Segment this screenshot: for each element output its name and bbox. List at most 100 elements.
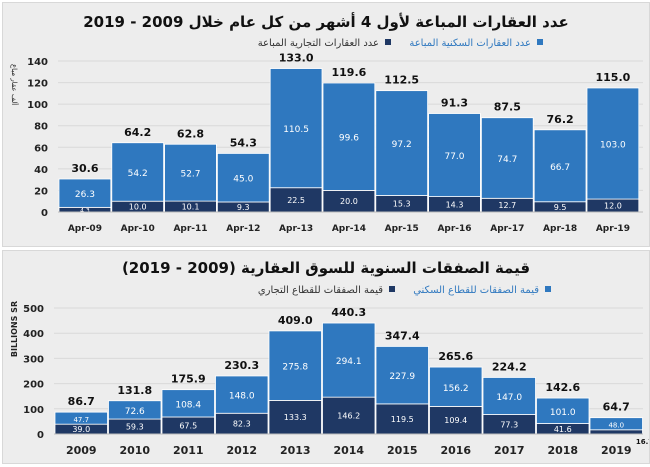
y-tick-label: 300 (23, 354, 44, 365)
data-label-total: 87.5 (494, 101, 521, 114)
y-tick-label: 100 (23, 405, 44, 416)
bar-residential (322, 82, 376, 191)
data-label-commercial: 133.3 (284, 413, 307, 422)
y-tick-label: 60 (34, 143, 48, 154)
data-label-total: 86.7 (68, 395, 95, 408)
data-label-total: 30.6 (71, 162, 98, 175)
bar-residential (429, 366, 483, 407)
x-tick-label: 2018 (547, 444, 578, 457)
data-label-commercial: 9.5 (554, 203, 567, 212)
legend-label: عدد العقارات السكنية المباعة (409, 38, 531, 49)
data-label-commercial: 119.5 (391, 415, 414, 424)
x-tick-label: Apr-10 (121, 224, 155, 234)
x-tick-label: Apr-14 (332, 224, 366, 234)
chart-units-sold: عدد العقارات المباعة لأول 4 أشهر من كل ع… (10, 12, 643, 234)
x-tick-label: 2010 (119, 444, 150, 457)
x-tick-label: 2011 (173, 444, 204, 457)
bar-residential (216, 153, 270, 203)
bar-commercial (269, 187, 323, 213)
data-label-total: 224.2 (492, 360, 527, 373)
y-tick-label: 20 (34, 186, 48, 197)
y-tick-label: 200 (23, 380, 44, 391)
bar-residential (111, 142, 165, 202)
data-label-commercial: 41.6 (554, 425, 572, 434)
bar-residential (108, 400, 162, 420)
x-tick-label: 2014 (333, 444, 364, 457)
bar-commercial (589, 429, 643, 435)
data-label-total: 131.8 (117, 384, 152, 397)
x-tick-label: 2015 (387, 444, 418, 457)
bar-residential (480, 117, 534, 199)
data-label-residential: 97.2 (392, 140, 412, 150)
x-tick-label: Apr-16 (437, 224, 471, 234)
x-tick-label: 2012 (226, 444, 257, 457)
bar-commercial (375, 403, 429, 435)
x-tick-label: 2017 (494, 444, 525, 457)
data-label-residential: 147.0 (496, 393, 522, 403)
y-tick-label: 0 (41, 208, 48, 219)
data-label-total: 175.9 (171, 373, 206, 386)
data-label-total: 230.3 (224, 359, 259, 372)
y-tick-label: 120 (27, 79, 48, 90)
data-label-total: 115.0 (596, 71, 631, 84)
y-tick-label: 80 (34, 122, 48, 133)
chart-panel-value: قيمة الصفقات السنوية للسوق العقارية (200… (2, 250, 650, 464)
data-label-total: 119.6 (332, 66, 367, 79)
legend-swatch (389, 286, 395, 292)
x-tick-label: Apr-15 (385, 224, 419, 234)
data-label-residential: 74.7 (497, 155, 517, 165)
data-label-commercial: 12.0 (604, 202, 622, 211)
data-label-total: 76.2 (547, 113, 574, 126)
data-label-residential: 66.7 (550, 163, 570, 173)
data-label-commercial: 16.7 (636, 438, 649, 446)
x-tick-label: 2016 (440, 444, 471, 457)
data-label-commercial: 67.5 (179, 421, 197, 430)
data-label-residential: 99.6 (339, 134, 359, 144)
bar-residential (482, 377, 536, 415)
y-tick-label: 0 (37, 430, 44, 441)
data-label-total: 347.4 (385, 329, 420, 342)
data-label-residential: 101.0 (550, 408, 576, 418)
legend-swatch (385, 39, 391, 45)
bar-residential (58, 178, 112, 208)
data-label-total: 440.3 (331, 306, 366, 319)
data-label-total: 62.8 (177, 127, 204, 140)
data-label-total: 409.0 (278, 314, 313, 327)
x-tick-label: Apr-12 (226, 224, 260, 234)
data-label-residential: 103.0 (600, 141, 626, 151)
chart-transaction-value: قيمة الصفقات السنوية للسوق العقارية (200… (10, 259, 650, 457)
x-tick-label: Apr-13 (279, 224, 313, 234)
bar-residential (375, 346, 429, 405)
data-label-residential: 148.0 (229, 392, 255, 402)
bar-residential (322, 322, 376, 398)
data-label-commercial: 59.3 (126, 423, 144, 432)
legend-label: عدد العقارات التجارية المباعة (258, 38, 379, 49)
x-tick-label: 2019 (601, 444, 632, 457)
data-label-commercial: 14.3 (446, 200, 464, 209)
x-tick-label: Apr-11 (173, 224, 207, 234)
data-label-residential: 108.4 (175, 400, 201, 410)
data-label-total: 54.3 (230, 136, 257, 149)
y-axis-label: BILLIONS SR (10, 301, 19, 357)
data-label-residential: 26.3 (75, 190, 95, 200)
data-label-commercial: 15.3 (393, 200, 411, 209)
data-label-total: 64.7 (603, 401, 630, 414)
data-label-commercial: 109.4 (444, 416, 467, 425)
x-tick-label: 2013 (280, 444, 311, 457)
data-label-residential: 294.1 (336, 357, 362, 367)
bar-residential (375, 90, 428, 196)
y-tick-label: 40 (34, 165, 48, 176)
data-label-residential: 156.2 (443, 384, 469, 394)
data-label-commercial: 146.2 (337, 412, 360, 421)
bar-residential (269, 68, 323, 189)
data-label-total: 91.3 (441, 97, 468, 110)
bar-residential (215, 375, 269, 414)
data-label-commercial: 20.0 (340, 197, 358, 206)
data-label-residential: 72.6 (125, 407, 145, 417)
legend-label: قيمة الصفقات للقطاع السكني (413, 285, 539, 296)
data-label-commercial: 9.3 (237, 203, 250, 212)
data-label-total: 142.6 (545, 381, 580, 394)
x-tick-label: Apr-19 (596, 224, 630, 234)
bar-residential (428, 113, 481, 197)
bar-commercial (322, 396, 376, 435)
